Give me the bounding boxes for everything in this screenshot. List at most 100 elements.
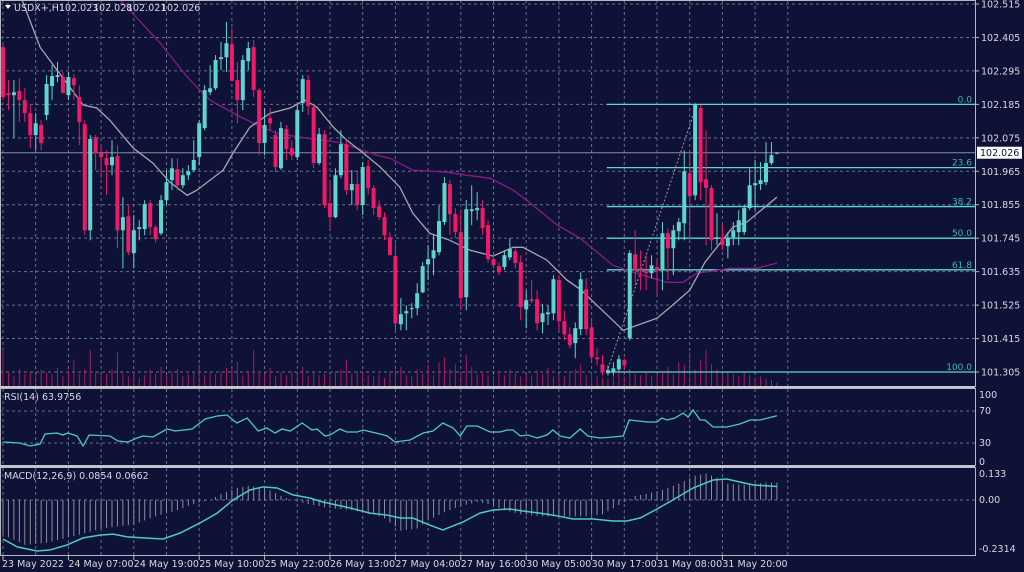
candle-bullish bbox=[671, 230, 676, 249]
candle-bullish bbox=[747, 185, 752, 209]
candle-bullish bbox=[502, 255, 507, 268]
candle-bullish bbox=[191, 160, 196, 171]
candle-bearish bbox=[655, 267, 659, 271]
candle-bearish bbox=[447, 184, 452, 215]
current-price-marker bbox=[977, 146, 1022, 159]
candle-bearish bbox=[595, 357, 600, 360]
candle-bullish bbox=[262, 125, 267, 143]
price-tick-label: 101.305 bbox=[981, 368, 1020, 379]
candle-bearish bbox=[93, 137, 98, 154]
candle-bullish bbox=[50, 76, 55, 87]
rsi-tick-label: 100 bbox=[979, 390, 997, 401]
candle-bullish bbox=[131, 230, 136, 254]
candle-bearish bbox=[687, 173, 692, 197]
candle-bullish bbox=[300, 79, 305, 104]
macd-signal-line bbox=[2, 478, 777, 552]
candle-bearish bbox=[229, 44, 234, 81]
candle-bearish bbox=[622, 360, 627, 366]
candle-bullish bbox=[753, 183, 758, 186]
candle-bullish bbox=[611, 368, 616, 373]
fibonacci-level-label: 0.0 bbox=[958, 95, 973, 105]
candle-bearish bbox=[584, 289, 589, 330]
price-tick-label: 102.185 bbox=[981, 100, 1020, 111]
candle-bearish bbox=[28, 113, 33, 136]
candle-bullish bbox=[475, 208, 480, 211]
candle-bullish bbox=[736, 220, 741, 233]
macd-tick-label: 0.00 bbox=[979, 495, 1000, 506]
candle-bullish bbox=[295, 110, 300, 157]
candle-bullish bbox=[420, 266, 425, 293]
candle-bullish bbox=[11, 92, 16, 96]
current-price-label: 102.026 bbox=[980, 148, 1019, 159]
open-value: 102.023 bbox=[59, 3, 98, 14]
candle-bullish bbox=[437, 221, 441, 253]
candle-bullish bbox=[731, 230, 736, 238]
candle-bullish bbox=[764, 163, 768, 183]
candle-bullish bbox=[546, 312, 550, 315]
candle-bullish bbox=[769, 155, 774, 164]
candle-bearish bbox=[115, 156, 120, 231]
candle-bearish bbox=[82, 124, 87, 231]
candle-bullish bbox=[573, 328, 578, 344]
volume-bars bbox=[2, 350, 778, 386]
candle-bullish bbox=[409, 308, 414, 310]
candle-bullish bbox=[714, 237, 719, 239]
fibonacci-level-label: 100.0 bbox=[946, 363, 972, 373]
candle-bearish bbox=[393, 256, 398, 324]
candle-bullish bbox=[524, 300, 529, 310]
candle-bullish bbox=[540, 313, 545, 323]
candle-bearish bbox=[17, 90, 22, 101]
candle-bearish bbox=[513, 251, 518, 264]
macd-label: MACD(12,26,9) 0.0854 0.0662 bbox=[4, 471, 149, 482]
candle-bearish bbox=[355, 184, 360, 206]
price-tick-label: 101.965 bbox=[981, 167, 1020, 178]
time-tick-label: 25 May 22:00 bbox=[265, 559, 330, 570]
candle-bearish bbox=[257, 90, 262, 143]
moving-average-slow-line bbox=[119, 0, 778, 283]
candle-bearish bbox=[382, 217, 387, 236]
candle-bullish bbox=[742, 208, 747, 233]
dropdown-triangle-icon[interactable] bbox=[5, 5, 11, 9]
time-tick-label: 24 May 19:00 bbox=[134, 559, 199, 570]
candle-bearish bbox=[665, 233, 670, 249]
candle-bearish bbox=[99, 153, 104, 157]
candle-bullish bbox=[426, 259, 431, 265]
candle-bullish bbox=[202, 90, 207, 129]
macd-tick-label: -0.2314 bbox=[979, 544, 1016, 555]
rsi-tick-label: 30 bbox=[979, 438, 991, 449]
candle-bullish bbox=[469, 209, 474, 212]
candle-bearish bbox=[600, 364, 605, 373]
candle-bearish bbox=[268, 118, 273, 124]
time-tick-label: 30 May 05:00 bbox=[526, 559, 591, 570]
candle-bearish bbox=[377, 206, 382, 218]
price-tick-label: 102.405 bbox=[981, 33, 1020, 44]
candle-bearish bbox=[60, 76, 65, 94]
rsi-tick-label: 0 bbox=[979, 457, 985, 468]
rsi-line bbox=[2, 408, 778, 448]
time-tick-label: 30 May 17:00 bbox=[592, 559, 657, 570]
chart-header: USDX+,H1 102.023 102.028 102.021 102.026 bbox=[5, 3, 200, 14]
high-value: 102.028 bbox=[93, 3, 132, 14]
candle-bearish bbox=[704, 179, 709, 188]
candle-bullish bbox=[349, 184, 354, 191]
candle-bearish bbox=[71, 78, 76, 86]
candle-bullish bbox=[169, 168, 174, 181]
candle-bearish bbox=[153, 227, 158, 240]
candle-bearish bbox=[496, 266, 501, 273]
candle-bearish bbox=[371, 188, 376, 209]
macd-tick-label: 0.133 bbox=[979, 469, 1006, 480]
candle-bearish bbox=[251, 47, 256, 91]
candle-bearish bbox=[556, 280, 561, 322]
time-tick-label: 27 May 16:00 bbox=[461, 559, 526, 570]
panel-frames bbox=[0, 0, 976, 556]
candle-bullish bbox=[55, 75, 60, 77]
candlesticks bbox=[1, 21, 779, 376]
candle-bullish bbox=[415, 293, 420, 309]
candle-bullish bbox=[725, 238, 730, 247]
candle-bullish bbox=[317, 134, 322, 164]
candle-bullish bbox=[333, 175, 338, 218]
candle-bearish bbox=[529, 299, 534, 302]
